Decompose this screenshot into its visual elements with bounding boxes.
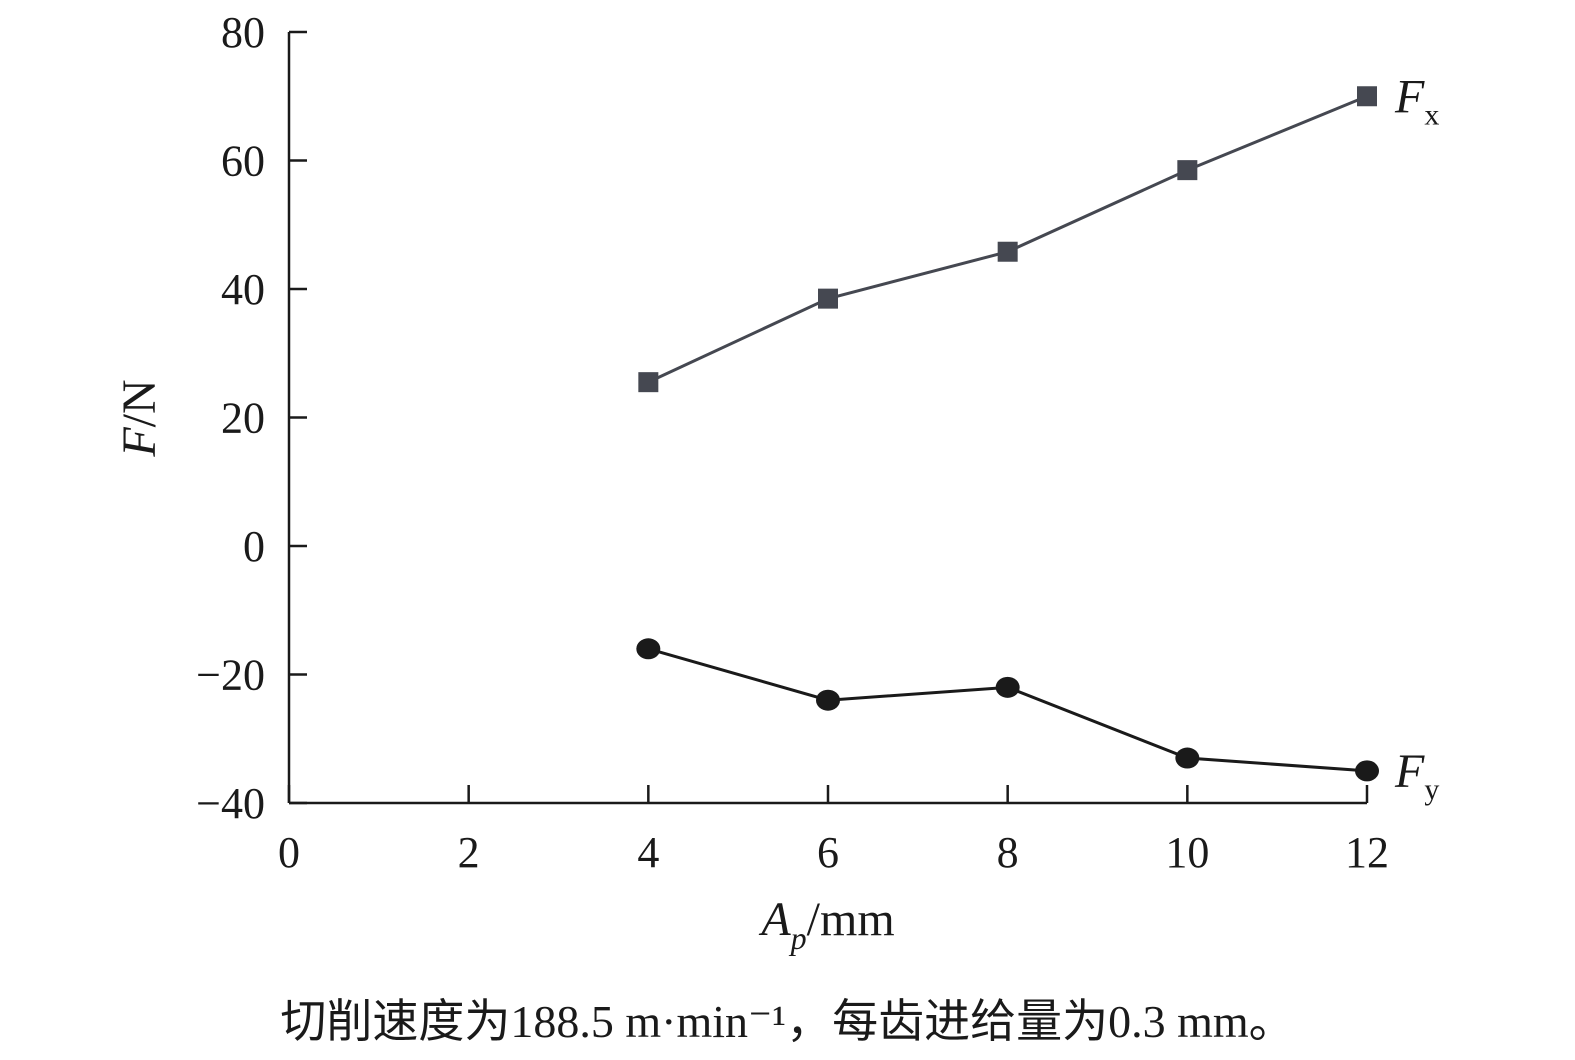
data-point-fx <box>1357 86 1377 107</box>
y-tick-label: 20 <box>221 394 265 443</box>
chart: −40 −20 0 20 40 60 80 0 2 4 6 8 10 12 Fx Fy F/N Ap/mm <box>113 8 1439 956</box>
y-tick-label: 60 <box>221 137 265 186</box>
data-point-fy <box>816 689 840 711</box>
x-tick-label: 2 <box>458 828 480 877</box>
series-line-fy <box>647 647 1368 773</box>
data-point-fx <box>638 372 659 393</box>
y-tick-label: 40 <box>221 265 265 314</box>
figure-caption: 切削速度为188.5 m·min⁻¹，每齿进给量为0.3 mm。 <box>280 996 1295 1047</box>
data-point-fy <box>1355 760 1379 782</box>
y-tick-label: −20 <box>196 651 265 700</box>
x-ticks: 0 2 4 6 8 10 12 <box>278 785 1389 877</box>
series-label-fx: Fx <box>1394 70 1439 131</box>
x-tick-label: 4 <box>637 828 659 877</box>
series-label-fy: Fy <box>1394 745 1439 806</box>
data-point-fx <box>1177 160 1198 181</box>
y-tick-label: 80 <box>221 8 265 57</box>
data-point-fy <box>1175 747 1200 769</box>
series-line-fx <box>647 94 1368 384</box>
y-tick-label: 0 <box>243 522 265 571</box>
data-point-fy <box>995 676 1020 698</box>
axes <box>287 32 1367 805</box>
x-tick-label: 8 <box>997 828 1019 877</box>
data-point-fx <box>997 241 1018 262</box>
x-tick-label: 6 <box>817 828 839 877</box>
y-axis-title: F/N <box>113 379 166 457</box>
data-point-fy <box>636 638 661 660</box>
x-axis-title: Ap/mm <box>758 893 894 956</box>
x-tick-label: 10 <box>1165 828 1209 877</box>
y-ticks: −40 −20 0 20 40 60 80 <box>196 8 307 828</box>
data-point-fx <box>818 288 838 309</box>
series-group: Fx Fy <box>636 70 1439 806</box>
x-tick-label: 0 <box>278 828 300 877</box>
x-tick-label: 12 <box>1345 828 1389 877</box>
y-tick-label: −40 <box>196 779 265 828</box>
